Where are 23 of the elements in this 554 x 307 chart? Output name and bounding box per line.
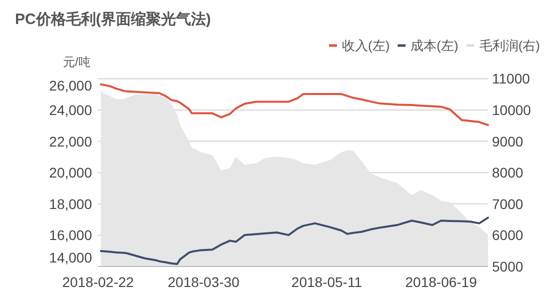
legend-label: 收入(左) [342,38,390,53]
y-tick-label: 16,000 [49,227,92,244]
y-tick-label: 14,000 [49,250,92,266]
x-tick-label: 2018-02-22 [62,274,134,290]
legend-label: 成本(左) [410,38,458,53]
y2-tick-label: 8000 [492,164,524,181]
y2-tick-label: 11000 [492,70,530,87]
chart-title: PC价格毛利(界面缩聚光气法) [15,11,211,28]
x-tick-label: 2018-03-30 [168,274,240,290]
y-axis-title: 元/吨 [63,55,90,69]
y2-tick-label: 6000 [492,227,524,244]
y-tick-label: 20,000 [49,164,92,181]
y2-tick-label: 9000 [492,133,524,150]
legend-label: 毛利润(右) [479,38,540,53]
y-tick-label: 26,000 [49,78,92,94]
y-tick-label: 22,000 [49,133,92,150]
x-tick-label: 2018-05-11 [291,274,362,290]
y2-tick-label: 7000 [492,196,524,212]
y2-tick-label: 10000 [492,102,532,118]
x-tick-label: 2018-06-19 [405,274,478,290]
y-tick-label: 18,000 [49,196,92,212]
y2-tick-label: 5000 [492,258,524,274]
y-tick-label: 24,000 [49,102,92,118]
